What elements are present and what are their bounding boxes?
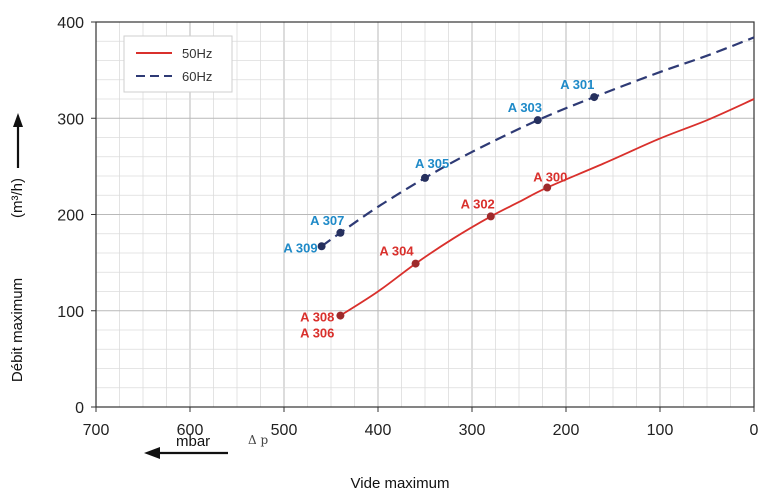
point-label: A 305 <box>415 156 449 171</box>
y-axis-ticks: 0 100 200 300 400 <box>57 15 96 417</box>
x-tick-label: 100 <box>647 422 674 439</box>
series-line-50hz <box>339 98 755 317</box>
y-axis-title: Débit maximum <box>9 278 26 382</box>
point-label: A 309 <box>283 240 317 255</box>
legend-box <box>123 35 233 93</box>
x-axis-arrow <box>144 447 228 459</box>
data-point <box>543 183 552 192</box>
y-axis-unit: (m³/h) <box>9 178 26 218</box>
x-tick-label: 300 <box>459 422 486 439</box>
data-point <box>486 212 495 221</box>
y-axis-arrow <box>13 113 23 168</box>
y-tick-label: 0 <box>75 400 84 417</box>
data-point <box>411 259 420 268</box>
x-tick-label: 400 <box>365 422 392 439</box>
point-label: A 304 <box>379 244 414 259</box>
x-axis-ticks: 700 600 500 400 300 200 100 0 <box>83 407 759 439</box>
data-point <box>336 311 345 320</box>
data-point <box>317 242 326 251</box>
point-label: A 308 <box>300 310 334 325</box>
delta-p-symbol: Δ p <box>248 433 268 447</box>
x-tick-label: 600 <box>177 422 204 439</box>
y-tick-label: 400 <box>57 15 84 32</box>
legend-label-50hz: 50Hz <box>182 46 212 61</box>
x-axis-title: Vide maximum <box>351 475 450 492</box>
y-tick-label: 200 <box>57 208 84 225</box>
grid <box>95 21 755 408</box>
x-axis-unit: mbar <box>176 433 210 450</box>
point-label: A 302 <box>461 196 495 211</box>
x-tick-label: 200 <box>553 422 580 439</box>
x-tick-label: 0 <box>750 422 759 439</box>
x-tick-label: 700 <box>83 422 110 439</box>
x-tick-label: 500 <box>271 422 298 439</box>
point-label: A 301 <box>560 77 594 92</box>
point-label: A 303 <box>508 100 542 115</box>
data-point <box>533 116 542 125</box>
point-label: A 300 <box>533 170 567 185</box>
data-point <box>590 93 599 102</box>
y-tick-label: 300 <box>57 111 84 128</box>
data-point <box>336 228 345 237</box>
data-point <box>421 173 429 182</box>
y-tick-label: 100 <box>57 304 84 321</box>
legend-label-60hz: 60Hz <box>182 69 212 84</box>
legend: 50Hz 60Hz <box>123 35 233 93</box>
points-group <box>317 93 599 320</box>
point-label: A 307 <box>310 213 344 228</box>
point-label: A 306 <box>300 326 334 341</box>
series-group <box>320 36 755 317</box>
